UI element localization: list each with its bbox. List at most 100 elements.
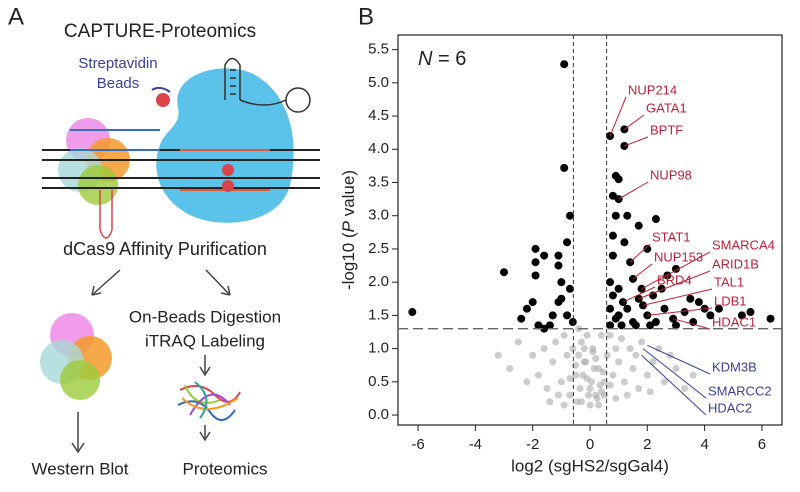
y-tick-label: 0.5 xyxy=(368,373,389,390)
background-point xyxy=(618,335,626,343)
y-axis-title: -log10 (P value) xyxy=(339,170,358,290)
y-tick-label: 3.0 xyxy=(368,207,389,224)
beads-label: Streptavidin xyxy=(78,55,157,72)
significant-point xyxy=(766,314,775,323)
x-tick-label: 4 xyxy=(700,436,708,453)
output-label: Western Blot xyxy=(31,459,128,478)
significant-point xyxy=(706,311,715,320)
significant-point xyxy=(568,318,577,327)
background-point xyxy=(623,391,631,399)
significant-point xyxy=(614,175,623,184)
significant-point xyxy=(531,271,540,280)
background-point xyxy=(615,358,623,366)
arrowhead xyxy=(91,285,231,296)
annotation-label: BPTF xyxy=(650,122,683,137)
background-point xyxy=(572,361,580,369)
bead xyxy=(222,164,234,176)
significant-point xyxy=(671,321,680,330)
background-point xyxy=(609,371,617,379)
x-tick-label: -2 xyxy=(526,436,539,453)
significant-point xyxy=(528,298,537,307)
background-point xyxy=(681,384,689,392)
protein xyxy=(60,360,100,400)
arrow xyxy=(91,269,231,296)
annotation-label: SMARCA4 xyxy=(712,237,775,252)
annotation-label: GATA1 xyxy=(646,100,687,115)
bead-linker xyxy=(151,86,171,93)
annotation-leader xyxy=(609,96,627,137)
annotation-label: LDB1 xyxy=(714,293,747,308)
panel-b: B -6 -4 -2 0 2 4 6 0.0 0.5 1.0 1.5 2.0 2.5 3.0 3.5 4.0 4… xyxy=(339,3,783,475)
background-point xyxy=(563,351,571,359)
significant-point xyxy=(608,231,617,240)
bead xyxy=(222,180,234,192)
significant-point xyxy=(560,60,569,69)
x-tick-label: 6 xyxy=(758,436,766,453)
significant-point xyxy=(646,321,655,330)
background-point xyxy=(577,338,585,346)
significant-point xyxy=(560,163,569,172)
background-point xyxy=(575,351,583,359)
background-point xyxy=(560,331,568,339)
annotation-leader xyxy=(629,243,651,263)
protein xyxy=(78,165,118,205)
background-point xyxy=(566,374,574,382)
annotation-leader xyxy=(641,354,707,416)
background-point xyxy=(543,384,551,392)
annotation-leader xyxy=(647,344,711,375)
significant-point xyxy=(565,211,574,220)
significant-point xyxy=(649,291,658,300)
background-point xyxy=(549,358,557,366)
significant-point xyxy=(606,278,615,287)
x-tick-label: -6 xyxy=(411,436,424,453)
annotation-leader xyxy=(618,181,649,200)
annotation-leader xyxy=(642,348,707,399)
background-point xyxy=(580,345,588,353)
background-point xyxy=(643,371,651,379)
background-point xyxy=(606,381,614,389)
background-point xyxy=(589,348,597,356)
annotation-leader xyxy=(642,288,713,306)
background-point xyxy=(620,378,628,386)
arrow xyxy=(199,425,211,442)
background-point xyxy=(585,391,593,399)
annotation-label: NUP98 xyxy=(650,167,692,182)
branch-label: On-Beads Digestion xyxy=(129,307,281,326)
significant-point xyxy=(554,298,563,307)
y-axis-title-part: P xyxy=(339,220,358,232)
background-point xyxy=(583,374,591,382)
panel-a: A CAPTURE-Proteomics Streptavidin Beads … xyxy=(8,3,320,478)
significant-point xyxy=(614,311,623,320)
background-point xyxy=(540,345,548,353)
significant-point xyxy=(608,251,617,260)
background-point xyxy=(635,384,643,392)
y-tick-label: 4.0 xyxy=(368,140,389,157)
significant-point xyxy=(522,304,531,313)
significant-point xyxy=(634,221,643,230)
background-point xyxy=(566,391,574,399)
background-point xyxy=(599,368,607,376)
arrow xyxy=(199,355,211,377)
background-point xyxy=(583,331,591,339)
background-point xyxy=(597,331,605,339)
background-point xyxy=(576,384,584,392)
x-tick-label: -4 xyxy=(469,436,482,453)
background-point xyxy=(552,338,560,346)
significant-point xyxy=(617,321,626,330)
dna-strand xyxy=(70,129,160,151)
annotation-leader xyxy=(647,307,713,316)
significant-point xyxy=(606,321,615,330)
panel-title: CAPTURE-Proteomics xyxy=(64,21,256,42)
background-point xyxy=(573,398,581,406)
background-point xyxy=(560,401,568,409)
background-point xyxy=(646,388,654,396)
significant-point xyxy=(554,261,563,270)
significant-point xyxy=(554,251,563,260)
background-point xyxy=(629,365,637,373)
rna-loop xyxy=(285,87,311,113)
background-point xyxy=(592,355,600,363)
bead xyxy=(156,93,170,107)
background-point xyxy=(661,378,669,386)
annotation-label: STAT1 xyxy=(652,229,691,244)
beads-label: Beads xyxy=(97,75,140,92)
